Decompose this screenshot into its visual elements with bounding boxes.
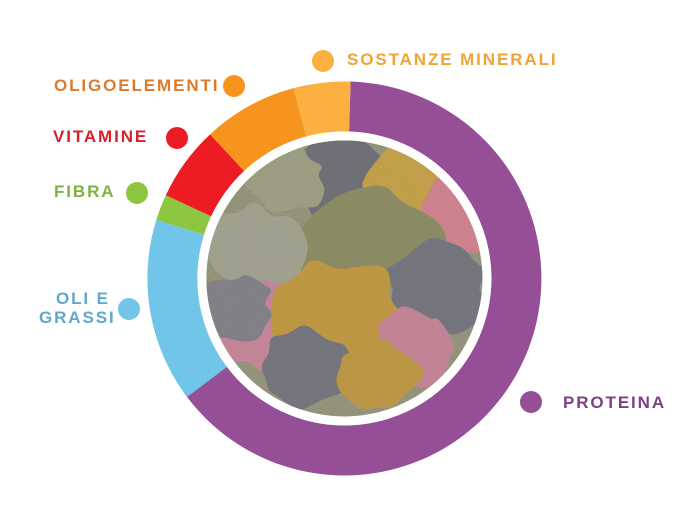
svg-text:PROTEINA: PROTEINA [563, 393, 666, 412]
svg-text:OLIGOELEMENTI: OLIGOELEMENTI [54, 76, 219, 95]
svg-text:GRASSI: GRASSI [39, 308, 116, 327]
svg-text:FIBRA: FIBRA [54, 182, 115, 201]
svg-text:SOSTANZE MINERALI: SOSTANZE MINERALI [347, 50, 558, 69]
svg-text:VITAMINE: VITAMINE [53, 127, 148, 146]
svg-text:OLI E: OLI E [56, 289, 110, 308]
